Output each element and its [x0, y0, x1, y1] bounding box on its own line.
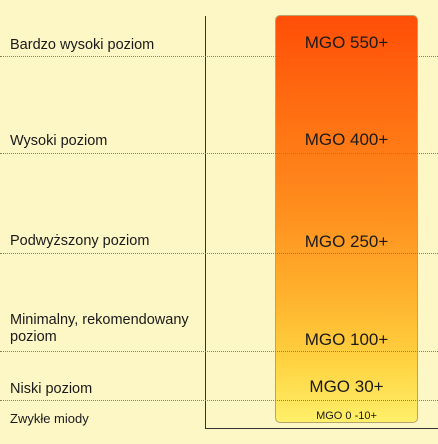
level-label-elevated: Podwyższony poziom — [10, 233, 150, 249]
separator-line — [0, 253, 438, 254]
level-label-minimum: Minimalny, rekomendowany poziom — [10, 312, 189, 345]
level-value-elevated: MGO 250+ — [304, 232, 389, 251]
mgo-gradient-bar — [275, 15, 418, 423]
level-value-minimum: MGO 100+ — [304, 330, 389, 349]
level-value-high: MGO 400+ — [304, 130, 389, 149]
level-label-regular: Zwykłe miody — [10, 411, 89, 426]
separator-line — [0, 153, 438, 154]
level-value-regular: MGO 0 -10+ — [316, 410, 377, 422]
level-label-very-high: Bardzo wysoki poziom — [10, 37, 155, 53]
vertical-axis-line — [205, 16, 206, 429]
separator-line — [0, 351, 438, 352]
level-value-very-high: MGO 550+ — [304, 33, 389, 52]
level-label-high: Wysoki poziom — [10, 133, 108, 149]
level-label-low: Niski poziom — [10, 381, 93, 397]
level-value-low: MGO 30+ — [309, 377, 384, 396]
separator-line — [0, 400, 438, 401]
horizontal-axis-line — [205, 428, 438, 429]
separator-line — [0, 56, 438, 57]
